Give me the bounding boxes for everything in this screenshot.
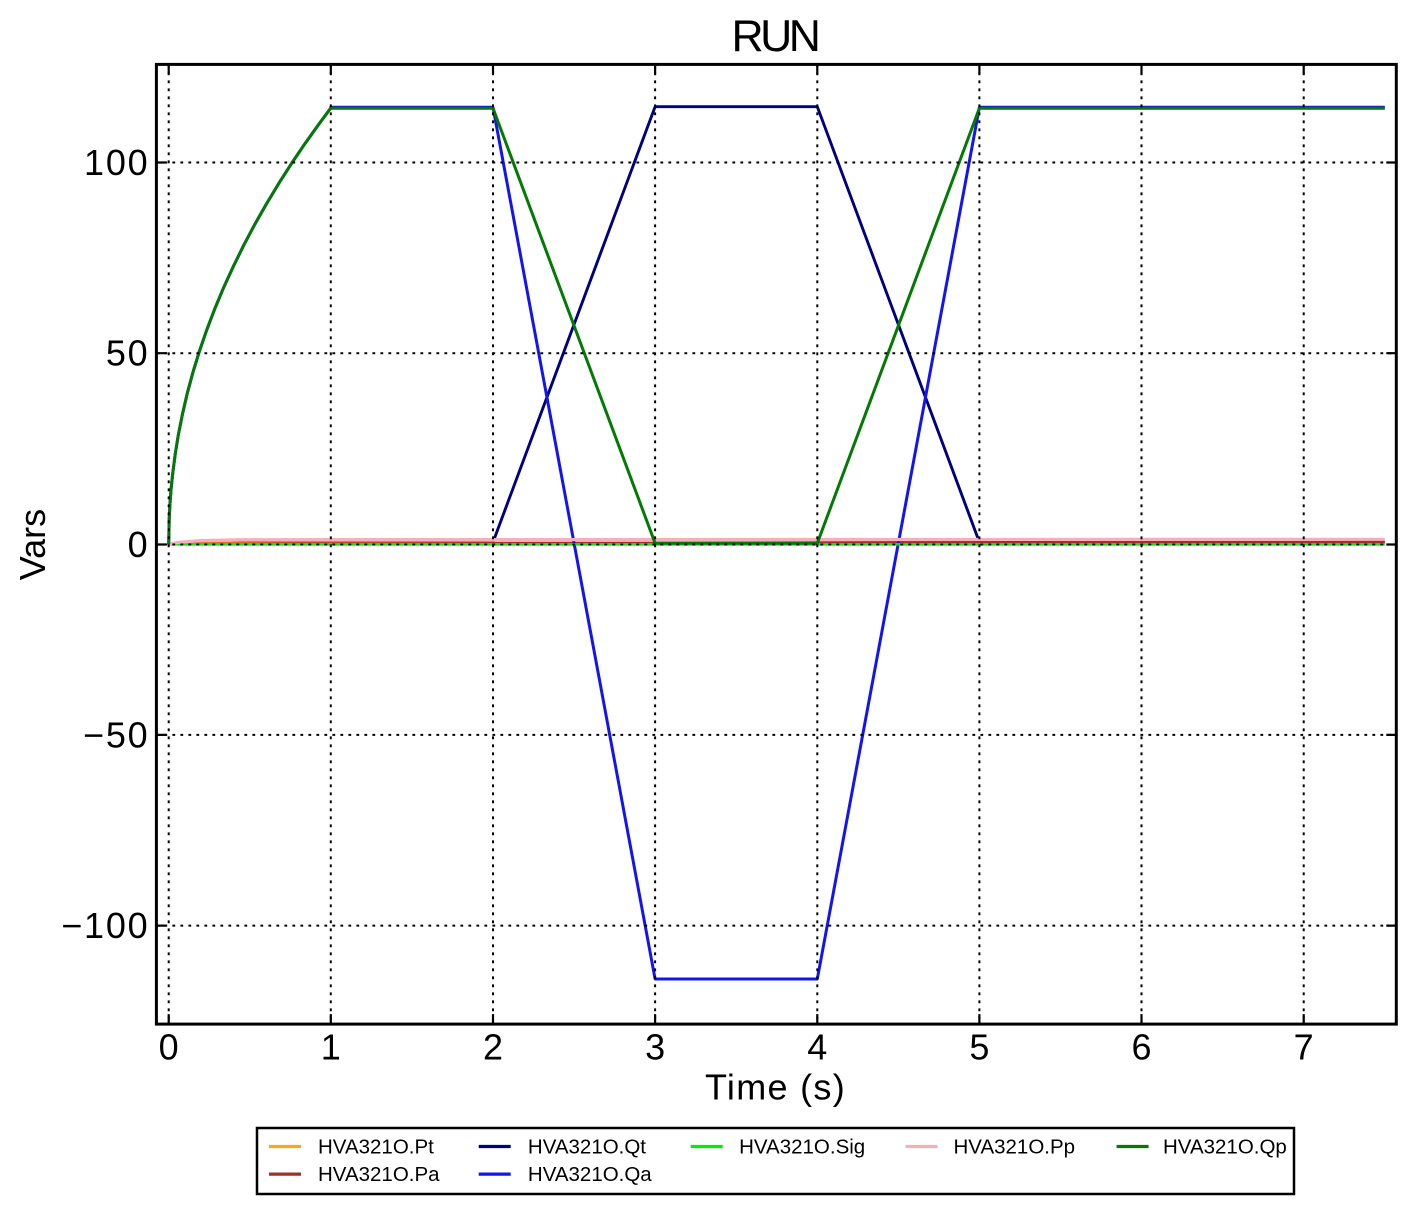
svg-text:4: 4 — [807, 1027, 827, 1068]
svg-text:50: 50 — [106, 333, 150, 374]
svg-text:0: 0 — [159, 1027, 179, 1068]
svg-text:−100: −100 — [61, 905, 149, 946]
svg-text:Time (s): Time (s) — [705, 1067, 846, 1108]
svg-text:HVA321O.Sig: HVA321O.Sig — [739, 1136, 865, 1159]
svg-text:HVA321O.Qp: HVA321O.Qp — [1163, 1136, 1287, 1159]
svg-text:HVA321O.Pa: HVA321O.Pa — [318, 1163, 440, 1186]
svg-text:HVA321O.Qa: HVA321O.Qa — [528, 1163, 652, 1186]
svg-text:3: 3 — [645, 1027, 665, 1068]
svg-text:5: 5 — [969, 1027, 989, 1068]
svg-text:2: 2 — [483, 1027, 503, 1068]
svg-text:1: 1 — [321, 1027, 341, 1068]
svg-text:Vars: Vars — [12, 509, 53, 580]
svg-text:−50: −50 — [83, 714, 149, 755]
svg-text:6: 6 — [1131, 1027, 1151, 1068]
svg-text:HVA321O.Pt: HVA321O.Pt — [318, 1136, 434, 1159]
svg-text:100: 100 — [84, 142, 149, 183]
svg-text:0: 0 — [128, 524, 150, 565]
svg-text:HVA321O.Pp: HVA321O.Pp — [954, 1136, 1076, 1159]
svg-text:HVA321O.Qt: HVA321O.Qt — [528, 1136, 646, 1159]
svg-text:7: 7 — [1294, 1027, 1314, 1068]
svg-text:RUN: RUN — [732, 12, 818, 61]
